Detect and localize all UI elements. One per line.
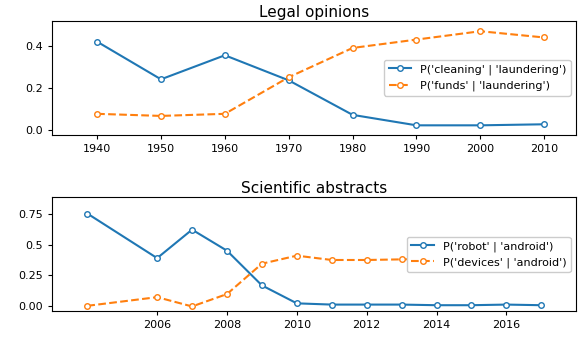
P('cleaning' | 'laundering')	[349, 113, 356, 117]
P('funds' | 'laundering')	[221, 112, 228, 116]
P('robot' | 'android')	[154, 256, 161, 260]
P('devices' | 'android')	[258, 262, 265, 266]
P('robot' | 'android')	[468, 303, 475, 307]
P('funds' | 'laundering')	[285, 75, 292, 79]
P('cleaning' | 'laundering')	[158, 77, 165, 81]
P('robot' | 'android')	[293, 301, 300, 306]
P('robot' | 'android')	[189, 228, 196, 232]
P('robot' | 'android')	[223, 249, 230, 253]
Title: Legal opinions: Legal opinions	[259, 4, 370, 20]
P('funds' | 'laundering')	[158, 114, 165, 118]
P('cleaning' | 'laundering')	[413, 123, 420, 127]
P('funds' | 'laundering')	[94, 112, 101, 116]
P('devices' | 'android')	[293, 254, 300, 258]
P('devices' | 'android')	[433, 257, 440, 261]
P('devices' | 'android')	[84, 304, 91, 308]
P('devices' | 'android')	[363, 258, 370, 262]
Line: P('robot' | 'android'): P('robot' | 'android')	[84, 211, 544, 308]
P('devices' | 'android')	[189, 304, 196, 309]
P('robot' | 'android')	[538, 303, 545, 307]
P('cleaning' | 'laundering')	[221, 53, 228, 57]
P('devices' | 'android')	[538, 264, 545, 268]
P('cleaning' | 'laundering')	[477, 123, 484, 127]
Legend: P('robot' | 'android'), P('devices' | 'android'): P('robot' | 'android'), P('devices' | 'a…	[407, 237, 570, 272]
P('devices' | 'android')	[223, 292, 230, 296]
P('devices' | 'android')	[154, 295, 161, 299]
P('robot' | 'android')	[433, 303, 440, 307]
Line: P('devices' | 'android'): P('devices' | 'android')	[84, 253, 544, 309]
P('robot' | 'android')	[258, 283, 265, 288]
Line: P('funds' | 'laundering'): P('funds' | 'laundering')	[94, 28, 547, 119]
Title: Scientific abstracts: Scientific abstracts	[241, 181, 388, 196]
P('funds' | 'laundering')	[541, 35, 548, 39]
P('funds' | 'laundering')	[349, 46, 356, 50]
P('cleaning' | 'laundering')	[541, 122, 548, 126]
P('robot' | 'android')	[398, 302, 405, 307]
Legend: P('cleaning' | 'laundering'), P('funds' | 'laundering'): P('cleaning' | 'laundering'), P('funds' …	[384, 60, 570, 95]
P('robot' | 'android')	[328, 302, 335, 307]
P('devices' | 'android')	[398, 257, 405, 262]
P('devices' | 'android')	[328, 258, 335, 262]
P('devices' | 'android')	[503, 261, 510, 265]
P('cleaning' | 'laundering')	[285, 78, 292, 82]
P('robot' | 'android')	[363, 302, 370, 307]
P('funds' | 'laundering')	[413, 37, 420, 42]
P('funds' | 'laundering')	[477, 29, 484, 33]
P('robot' | 'android')	[503, 302, 510, 307]
P('robot' | 'android')	[84, 211, 91, 216]
Line: P('cleaning' | 'laundering'): P('cleaning' | 'laundering')	[94, 39, 547, 128]
P('devices' | 'android')	[468, 257, 475, 261]
P('cleaning' | 'laundering')	[94, 39, 101, 44]
